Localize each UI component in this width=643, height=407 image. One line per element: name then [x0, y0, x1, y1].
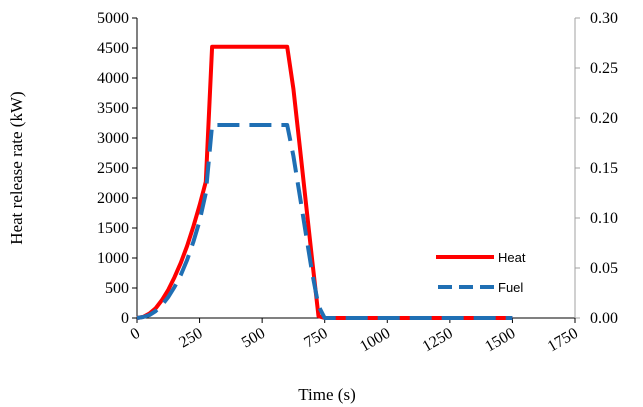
y-tick-label: 500	[105, 280, 129, 297]
y-tick-label: 2000	[97, 190, 129, 207]
legend-label-fuel: Fuel	[498, 280, 523, 295]
series-line-fuel	[136, 123, 513, 320]
y2-tick-label: 0.00	[590, 310, 618, 327]
y-axis-title: Heat release rate (kW)	[7, 91, 26, 244]
y-tick-label: 1000	[97, 250, 129, 267]
y-tick-label: 2500	[97, 160, 129, 177]
x-tick-label: 0	[128, 325, 143, 344]
y2-tick-label: 0.15	[590, 160, 618, 177]
series-line-heat	[136, 44, 513, 320]
y-tick-label: 5000	[97, 10, 129, 27]
y-tick-label: 4000	[97, 70, 129, 87]
x-tick-label: 1000	[357, 325, 393, 356]
y-tick-label: 3500	[97, 100, 129, 117]
y-tick-label: 4500	[97, 40, 129, 57]
y2-tick-label: 0.10	[590, 210, 618, 227]
y2-tick-label: 0.20	[590, 110, 618, 127]
y-tick-label: 3000	[97, 130, 129, 147]
y2-tick-label: 0.25	[590, 60, 618, 77]
x-tick-label: 1750	[545, 325, 581, 356]
x-tick-label: 250	[176, 325, 205, 352]
legend: Heat Fuel	[436, 250, 526, 295]
y-tick-label: 0	[121, 310, 129, 327]
y2-tick-label: 0.30	[590, 10, 618, 27]
plot-area: 0500100015002000250030003500400045005000…	[97, 10, 618, 355]
x-axis-title: Time (s)	[298, 385, 355, 404]
x-tick-label: 1250	[420, 325, 456, 356]
x-tick-label: 750	[301, 325, 330, 352]
y2-tick-label: 0.05	[590, 260, 618, 277]
legend-label-heat: Heat	[498, 250, 526, 265]
x-tick-label: 1500	[482, 325, 518, 356]
y-tick-label: 1500	[97, 220, 129, 237]
x-tick-label: 500	[239, 325, 268, 352]
